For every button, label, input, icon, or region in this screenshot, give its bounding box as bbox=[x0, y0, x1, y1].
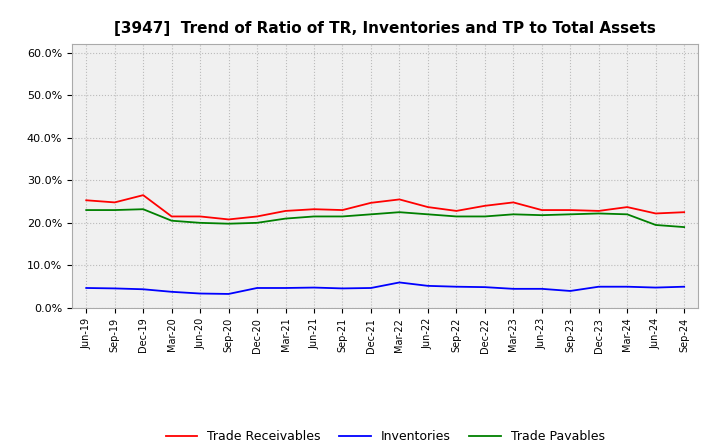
Trade Payables bbox=[139, 206, 148, 212]
Line: Inventories: Inventories bbox=[86, 282, 684, 294]
Inventories bbox=[452, 284, 461, 290]
Trade Receivables bbox=[566, 207, 575, 213]
Trade Receivables bbox=[595, 208, 603, 213]
Inventories bbox=[196, 291, 204, 296]
Trade Payables bbox=[366, 212, 375, 217]
Trade Payables bbox=[110, 207, 119, 213]
Inventories bbox=[167, 289, 176, 294]
Trade Payables bbox=[423, 212, 432, 217]
Inventories bbox=[537, 286, 546, 291]
Inventories bbox=[310, 285, 318, 290]
Title: [3947]  Trend of Ratio of TR, Inventories and TP to Total Assets: [3947] Trend of Ratio of TR, Inventories… bbox=[114, 21, 656, 36]
Trade Receivables bbox=[338, 207, 347, 213]
Line: Trade Receivables: Trade Receivables bbox=[86, 195, 684, 220]
Inventories bbox=[566, 288, 575, 293]
Inventories bbox=[338, 286, 347, 291]
Inventories bbox=[595, 284, 603, 290]
Trade Payables bbox=[623, 212, 631, 217]
Inventories bbox=[110, 286, 119, 291]
Trade Payables bbox=[196, 220, 204, 225]
Trade Receivables bbox=[652, 211, 660, 216]
Trade Payables bbox=[395, 209, 404, 215]
Trade Receivables bbox=[196, 214, 204, 219]
Trade Payables bbox=[537, 213, 546, 218]
Trade Payables bbox=[225, 221, 233, 226]
Trade Payables bbox=[509, 212, 518, 217]
Trade Receivables bbox=[139, 193, 148, 198]
Line: Trade Payables: Trade Payables bbox=[86, 209, 684, 227]
Legend: Trade Receivables, Inventories, Trade Payables: Trade Receivables, Inventories, Trade Pa… bbox=[161, 425, 610, 440]
Trade Receivables bbox=[680, 209, 688, 215]
Trade Receivables bbox=[282, 208, 290, 213]
Trade Payables bbox=[338, 214, 347, 219]
Trade Payables bbox=[680, 224, 688, 230]
Inventories bbox=[225, 291, 233, 297]
Inventories bbox=[423, 283, 432, 289]
Inventories bbox=[253, 286, 261, 291]
Trade Receivables bbox=[366, 200, 375, 205]
Trade Receivables bbox=[253, 214, 261, 219]
Inventories bbox=[680, 284, 688, 290]
Trade Receivables bbox=[310, 206, 318, 212]
Inventories bbox=[82, 286, 91, 291]
Trade Payables bbox=[452, 214, 461, 219]
Inventories bbox=[509, 286, 518, 291]
Trade Payables bbox=[652, 222, 660, 227]
Trade Receivables bbox=[480, 203, 489, 209]
Trade Payables bbox=[82, 207, 91, 213]
Trade Receivables bbox=[110, 200, 119, 205]
Inventories bbox=[139, 286, 148, 292]
Trade Payables bbox=[167, 218, 176, 224]
Inventories bbox=[366, 286, 375, 291]
Trade Receivables bbox=[537, 207, 546, 213]
Trade Receivables bbox=[423, 205, 432, 210]
Inventories bbox=[623, 284, 631, 290]
Trade Receivables bbox=[225, 217, 233, 222]
Trade Receivables bbox=[82, 198, 91, 203]
Trade Receivables bbox=[167, 214, 176, 219]
Trade Payables bbox=[480, 214, 489, 219]
Inventories bbox=[652, 285, 660, 290]
Inventories bbox=[395, 280, 404, 285]
Trade Receivables bbox=[623, 205, 631, 210]
Trade Payables bbox=[566, 212, 575, 217]
Trade Receivables bbox=[452, 208, 461, 213]
Inventories bbox=[480, 285, 489, 290]
Trade Payables bbox=[595, 211, 603, 216]
Trade Receivables bbox=[395, 197, 404, 202]
Trade Payables bbox=[310, 214, 318, 219]
Trade Receivables bbox=[509, 200, 518, 205]
Trade Payables bbox=[282, 216, 290, 221]
Inventories bbox=[282, 286, 290, 291]
Trade Payables bbox=[253, 220, 261, 225]
